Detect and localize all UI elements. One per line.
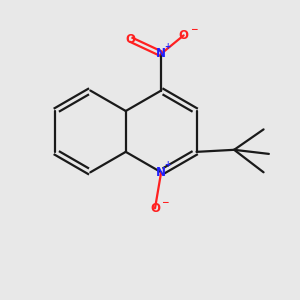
Text: +: + [165, 42, 171, 51]
Text: N: N [156, 166, 166, 179]
Text: N: N [156, 47, 166, 60]
Text: O: O [150, 202, 160, 215]
Text: −: − [190, 25, 197, 34]
Text: +: + [165, 160, 171, 169]
Text: O: O [125, 33, 136, 46]
Text: O: O [178, 29, 189, 42]
Text: −: − [161, 198, 169, 207]
